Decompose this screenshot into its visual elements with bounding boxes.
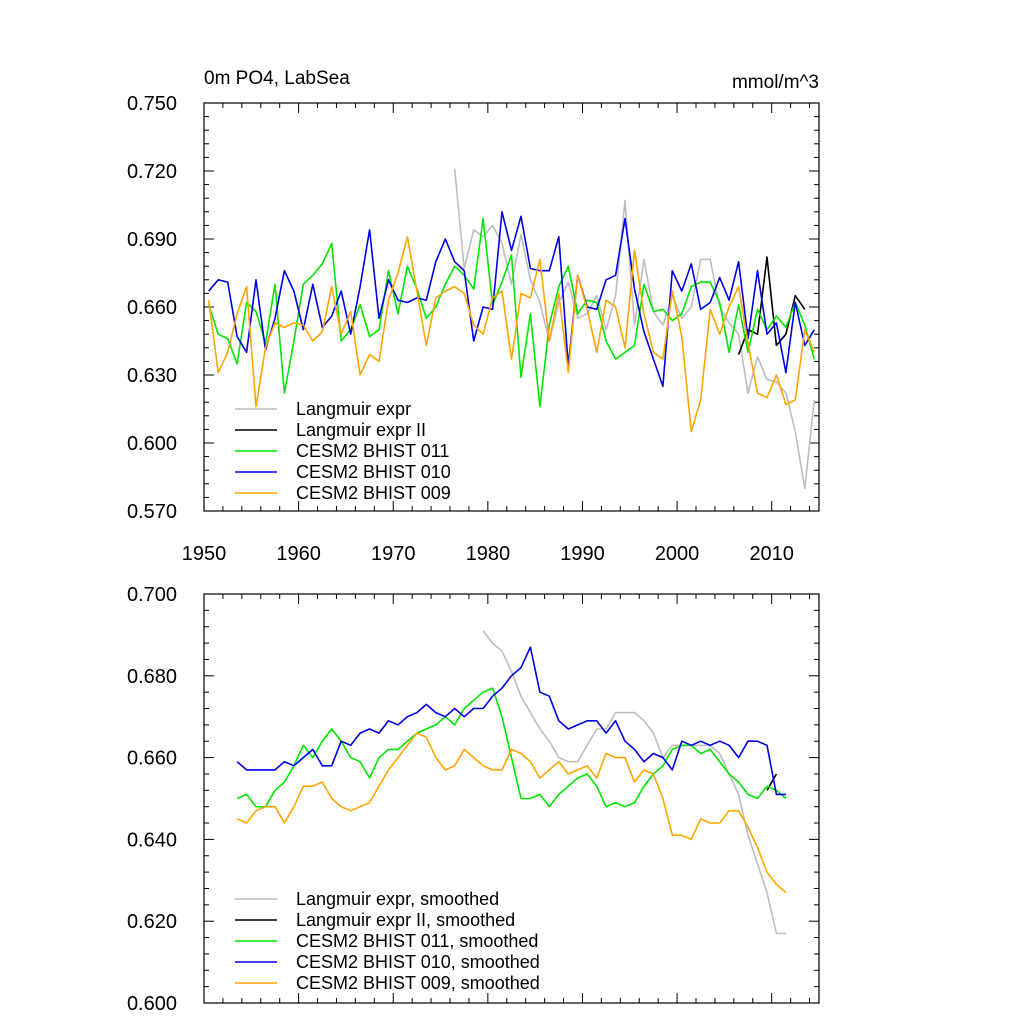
chart-0-y-tick-label: 0.570	[127, 501, 177, 523]
chart-1-y-tick-label: 0.620	[127, 911, 177, 933]
chart-0-series-line-0	[453, 168, 816, 490]
chart-0-legend-label: CESM2 BHIST 010	[296, 462, 451, 482]
top-panel: 0.570 0.600 0.630 0.660 0.690 0.720 0.750 1950 1…	[127, 68, 820, 565]
chart-1-legend-label: Langmuir expr, smoothed	[296, 889, 499, 909]
chart-1-series-line-2	[236, 687, 787, 808]
chart-0-x-tick-label: 2000	[655, 543, 700, 565]
chart-1-legend-label: CESM2 BHIST 010, smoothed	[296, 952, 540, 972]
chart-1-series-line-0	[482, 630, 786, 935]
chart-0-y-tick-label: 0.630	[127, 365, 177, 387]
chart-0-legend-label: CESM2 BHIST 009	[296, 483, 451, 503]
chart-0-x-tick-label: 2010	[749, 543, 794, 565]
chart-0-legend-label: CESM2 BHIST 011	[296, 441, 449, 461]
chart-0-y-tick-label: 0.690	[127, 229, 177, 251]
chart-1-plot-frame	[203, 593, 820, 1004]
chart-1-y-tick-label: 0.660	[127, 748, 177, 770]
chart-0-title: 0m PO4, LabSea	[204, 68, 350, 89]
chart-0-series-line-4	[207, 235, 816, 433]
chart-1-y-tick-label: 0.680	[127, 666, 177, 688]
chart-0-x-tick-label: 1990	[560, 543, 605, 565]
chart-1-y-tick-label: 0.640	[127, 829, 177, 851]
chart-0-y-tick-label: 0.720	[127, 161, 177, 183]
chart-1-legend-label: CESM2 BHIST 009, smoothed	[296, 973, 540, 993]
chart-0-x-tick-label: 1950	[182, 543, 227, 565]
chart-1-legend-label: Langmuir expr II, smoothed	[296, 910, 515, 930]
chart-0-units-label: mmol/m^3	[732, 72, 819, 93]
chart-1-y-tick-label: 0.600	[127, 993, 177, 1015]
chart-1-series-line-4	[236, 732, 787, 894]
chart-0-y-tick-label: 0.600	[127, 433, 177, 455]
chart-0-x-tick-label: 1980	[466, 543, 511, 565]
chart-0-x-tick-label: 1970	[371, 543, 416, 565]
chart-0-y-tick-label: 0.750	[127, 93, 177, 115]
chart-0-series-line-2	[207, 217, 816, 408]
bottom-panel: 0.600 0.620 0.640 0.660 0.680 0.700 Langmuir e…	[127, 584, 820, 1015]
chart-0-legend-label: Langmuir expr	[296, 399, 411, 419]
chart-1-legend-label: CESM2 BHIST 011, smoothed	[296, 931, 538, 951]
chart-0-legend-label: Langmuir expr II	[296, 420, 426, 440]
chart-0-series-line-3	[208, 211, 815, 388]
chart-0-y-tick-label: 0.660	[127, 297, 177, 319]
chart-0-x-tick-label: 1960	[276, 543, 321, 565]
chart-1-y-tick-label: 0.700	[127, 584, 177, 606]
chart-1-series-line-3	[236, 646, 786, 796]
